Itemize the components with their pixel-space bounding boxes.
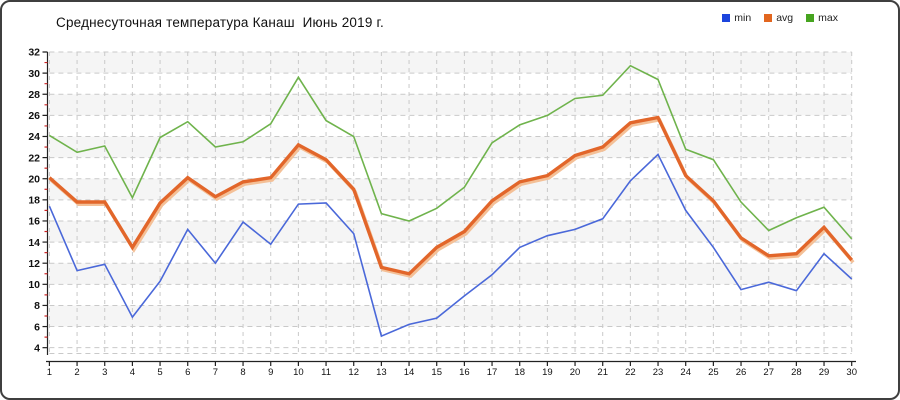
svg-text:24: 24 <box>680 367 691 378</box>
svg-text:6: 6 <box>185 367 190 378</box>
svg-text:4: 4 <box>34 342 40 354</box>
svg-text:8: 8 <box>34 300 40 312</box>
svg-text:28: 28 <box>791 367 802 378</box>
svg-text:10: 10 <box>28 279 40 291</box>
svg-text:20: 20 <box>570 367 581 378</box>
legend-swatch-min <box>722 14 731 22</box>
svg-text:7: 7 <box>213 367 218 378</box>
series-min-line <box>48 153 853 338</box>
x-axis <box>46 360 856 366</box>
svg-text:18: 18 <box>28 195 40 207</box>
legend-item-min: min <box>722 12 751 24</box>
svg-text:22: 22 <box>28 152 40 164</box>
svg-text:1: 1 <box>47 367 52 378</box>
series-max-line <box>48 64 853 240</box>
svg-text:8: 8 <box>240 367 245 378</box>
svg-text:28: 28 <box>28 89 40 101</box>
legend-swatch-max <box>806 14 815 22</box>
svg-text:13: 13 <box>376 367 387 378</box>
svg-text:14: 14 <box>404 367 415 378</box>
svg-text:27: 27 <box>763 367 774 378</box>
legend-item-label: min <box>734 12 752 24</box>
svg-text:16: 16 <box>28 216 40 228</box>
svg-text:19: 19 <box>542 367 553 378</box>
y-axis <box>42 51 49 355</box>
legend-item-avg: avg <box>764 12 793 24</box>
svg-text:25: 25 <box>708 367 719 378</box>
svg-text:26: 26 <box>736 367 747 378</box>
plot-bands <box>49 52 852 354</box>
svg-text:3: 3 <box>102 367 107 378</box>
legend-swatch-avg <box>764 14 773 22</box>
svg-text:2: 2 <box>74 367 79 378</box>
svg-text:14: 14 <box>28 237 40 249</box>
series-avg-line <box>48 115 853 276</box>
svg-text:18: 18 <box>514 367 525 378</box>
x-axis-labels: 1 2 3 4 5 6 7 8 9 10 11 12 13 14 15 16 17 18 19 20 21 22 23 24 2… <box>47 367 857 378</box>
legend: min avg max <box>722 12 838 24</box>
svg-text:32: 32 <box>28 47 40 59</box>
svg-text:23: 23 <box>653 367 664 378</box>
svg-text:11: 11 <box>321 367 331 378</box>
svg-text:5: 5 <box>157 367 162 378</box>
svg-text:12: 12 <box>348 367 359 378</box>
svg-text:30: 30 <box>28 68 40 80</box>
legend-item-max: max <box>806 12 838 24</box>
svg-text:22: 22 <box>625 367 636 378</box>
svg-text:6: 6 <box>34 321 40 333</box>
v-gridlines <box>48 52 853 354</box>
svg-text:17: 17 <box>487 367 498 378</box>
svg-text:24: 24 <box>28 131 40 143</box>
svg-text:30: 30 <box>846 367 857 378</box>
svg-text:20: 20 <box>28 173 40 185</box>
svg-text:29: 29 <box>819 367 830 378</box>
svg-text:10: 10 <box>293 367 304 378</box>
y-axis-labels: 32 30 28 26 24 22 20 18 16 14 12 10 8 6 4 <box>28 47 40 355</box>
svg-text:15: 15 <box>431 367 442 378</box>
svg-text:4: 4 <box>130 367 135 378</box>
svg-text:12: 12 <box>28 258 40 270</box>
svg-text:21: 21 <box>597 367 608 378</box>
chart-title: Среднесуточная температура Канаш Июнь 20… <box>56 15 384 30</box>
legend-item-label: avg <box>776 12 794 24</box>
legend-item-label: max <box>818 12 838 24</box>
svg-text:26: 26 <box>28 110 40 122</box>
svg-text:9: 9 <box>268 367 273 378</box>
svg-text:16: 16 <box>459 367 470 378</box>
h-gridlines <box>49 51 852 354</box>
